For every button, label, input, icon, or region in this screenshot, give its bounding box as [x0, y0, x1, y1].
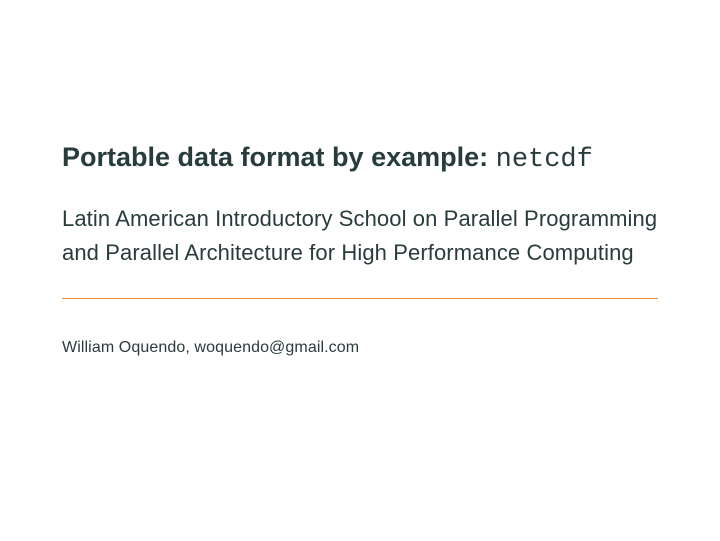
divider-rule [62, 298, 658, 299]
slide: Portable data format by example: netcdf … [0, 0, 720, 541]
title-code-text: netcdf [496, 145, 593, 175]
title-main-text: Portable data format by example: [62, 142, 496, 172]
slide-subtitle: Latin American Introductory School on Pa… [62, 202, 658, 270]
slide-title: Portable data format by example: netcdf [62, 140, 658, 178]
slide-author: William Oquendo, woquendo@gmail.com [62, 339, 658, 357]
